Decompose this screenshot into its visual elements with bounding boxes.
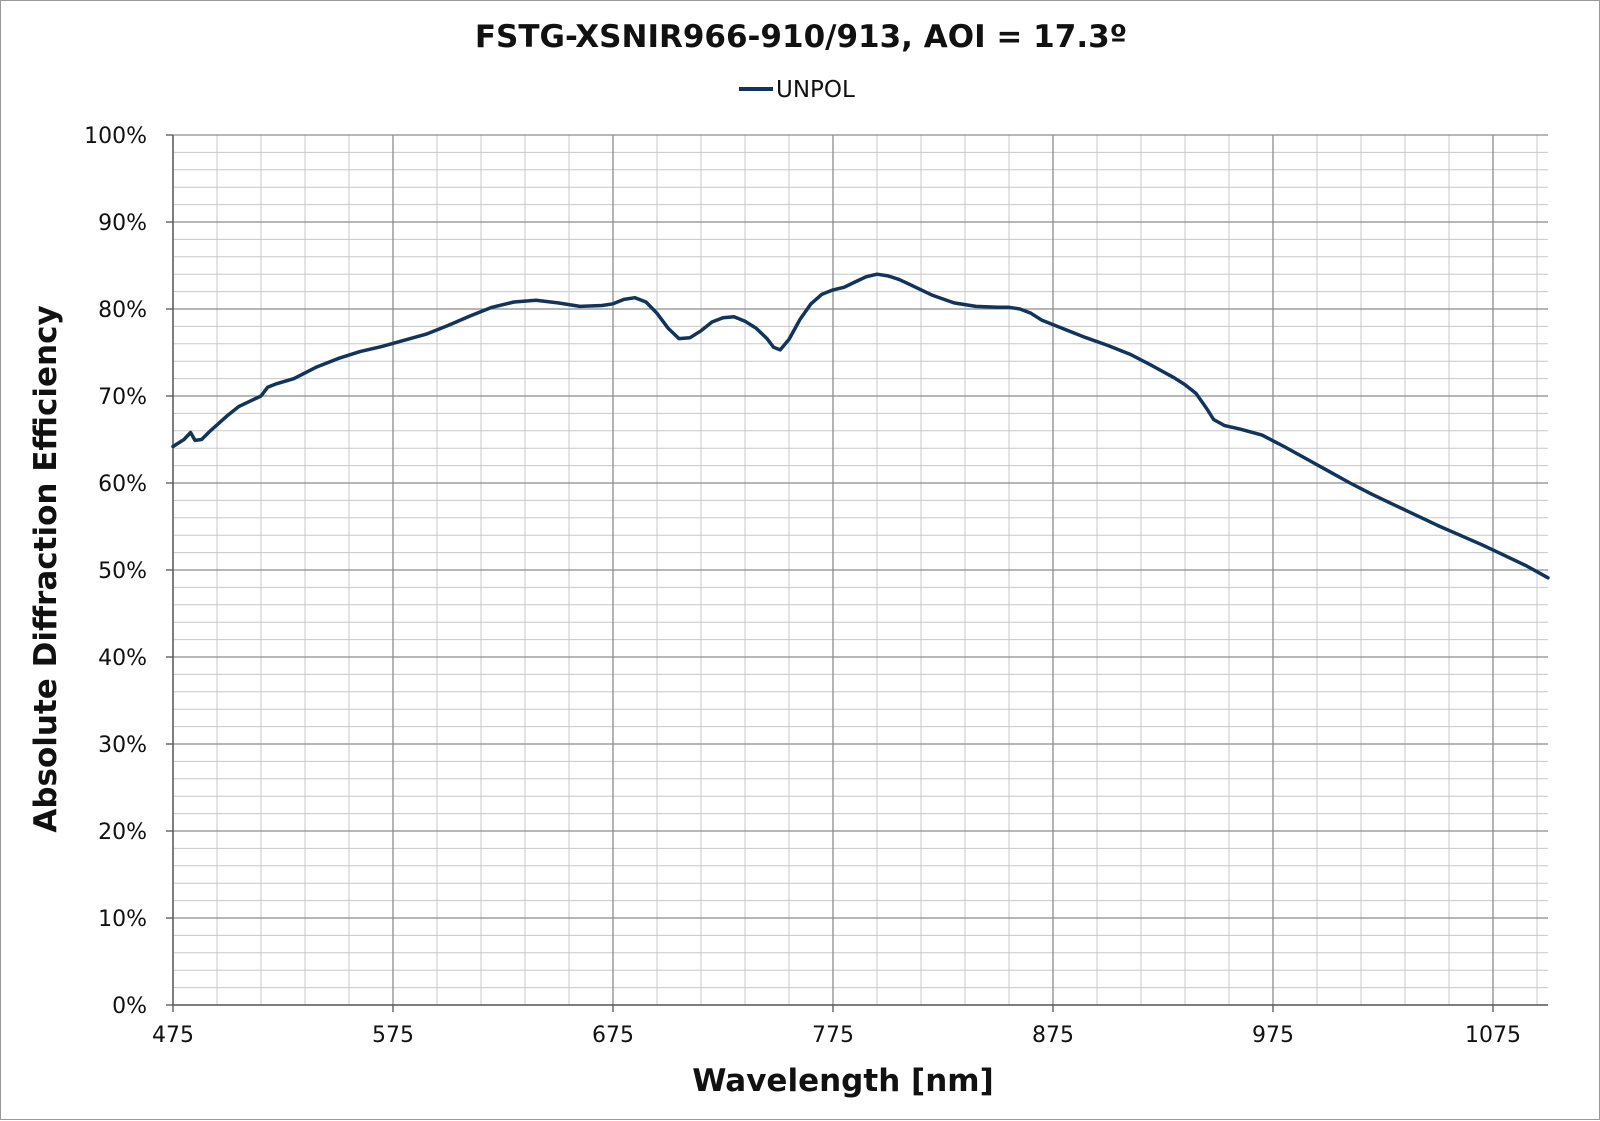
chart-title: FSTG-XSNIR966-910/913, AOI = 17.3º: [475, 19, 1127, 55]
series-line-unpol: [171, 272, 1550, 580]
x-tick-label: 475: [152, 1023, 194, 1048]
x-tick-label: 875: [1032, 1023, 1074, 1048]
y-axis-label: Absolute Diffraction Efficiency: [28, 305, 64, 832]
x-tick-label: 675: [592, 1023, 634, 1048]
y-tick-label: 20%: [98, 820, 147, 845]
legend: UNPOL: [739, 77, 855, 103]
y-tick-label: 10%: [98, 907, 147, 932]
y-tick-labels: 0% 10% 20% 30% 40% 50% 60% 70% 80% 90% 100%: [84, 124, 147, 1019]
x-tick-labels: 475 575 675 775 875 975 1075: [152, 1023, 1521, 1048]
x-axis-label: Wavelength [nm]: [692, 1063, 994, 1099]
x-tick-label: 775: [812, 1023, 854, 1048]
y-tick-label: 40%: [98, 646, 147, 671]
legend-label-unpol: UNPOL: [776, 77, 855, 103]
y-tick-label: 90%: [98, 211, 147, 236]
major-grid: [173, 134, 1548, 1005]
y-tick-label: 50%: [98, 559, 147, 584]
y-tick-label: 80%: [98, 298, 147, 323]
series-layer: [171, 272, 1550, 580]
y-tick-label: 70%: [98, 385, 147, 410]
x-tick-label: 1075: [1465, 1023, 1521, 1048]
y-tick-label: 0%: [112, 994, 147, 1019]
axes: [166, 134, 1548, 1012]
y-tick-label: 30%: [98, 733, 147, 758]
y-tick-label: 60%: [98, 472, 147, 497]
x-tick-label: 975: [1252, 1023, 1294, 1048]
y-tick-label: 100%: [84, 124, 147, 149]
x-tick-label: 575: [372, 1023, 414, 1048]
